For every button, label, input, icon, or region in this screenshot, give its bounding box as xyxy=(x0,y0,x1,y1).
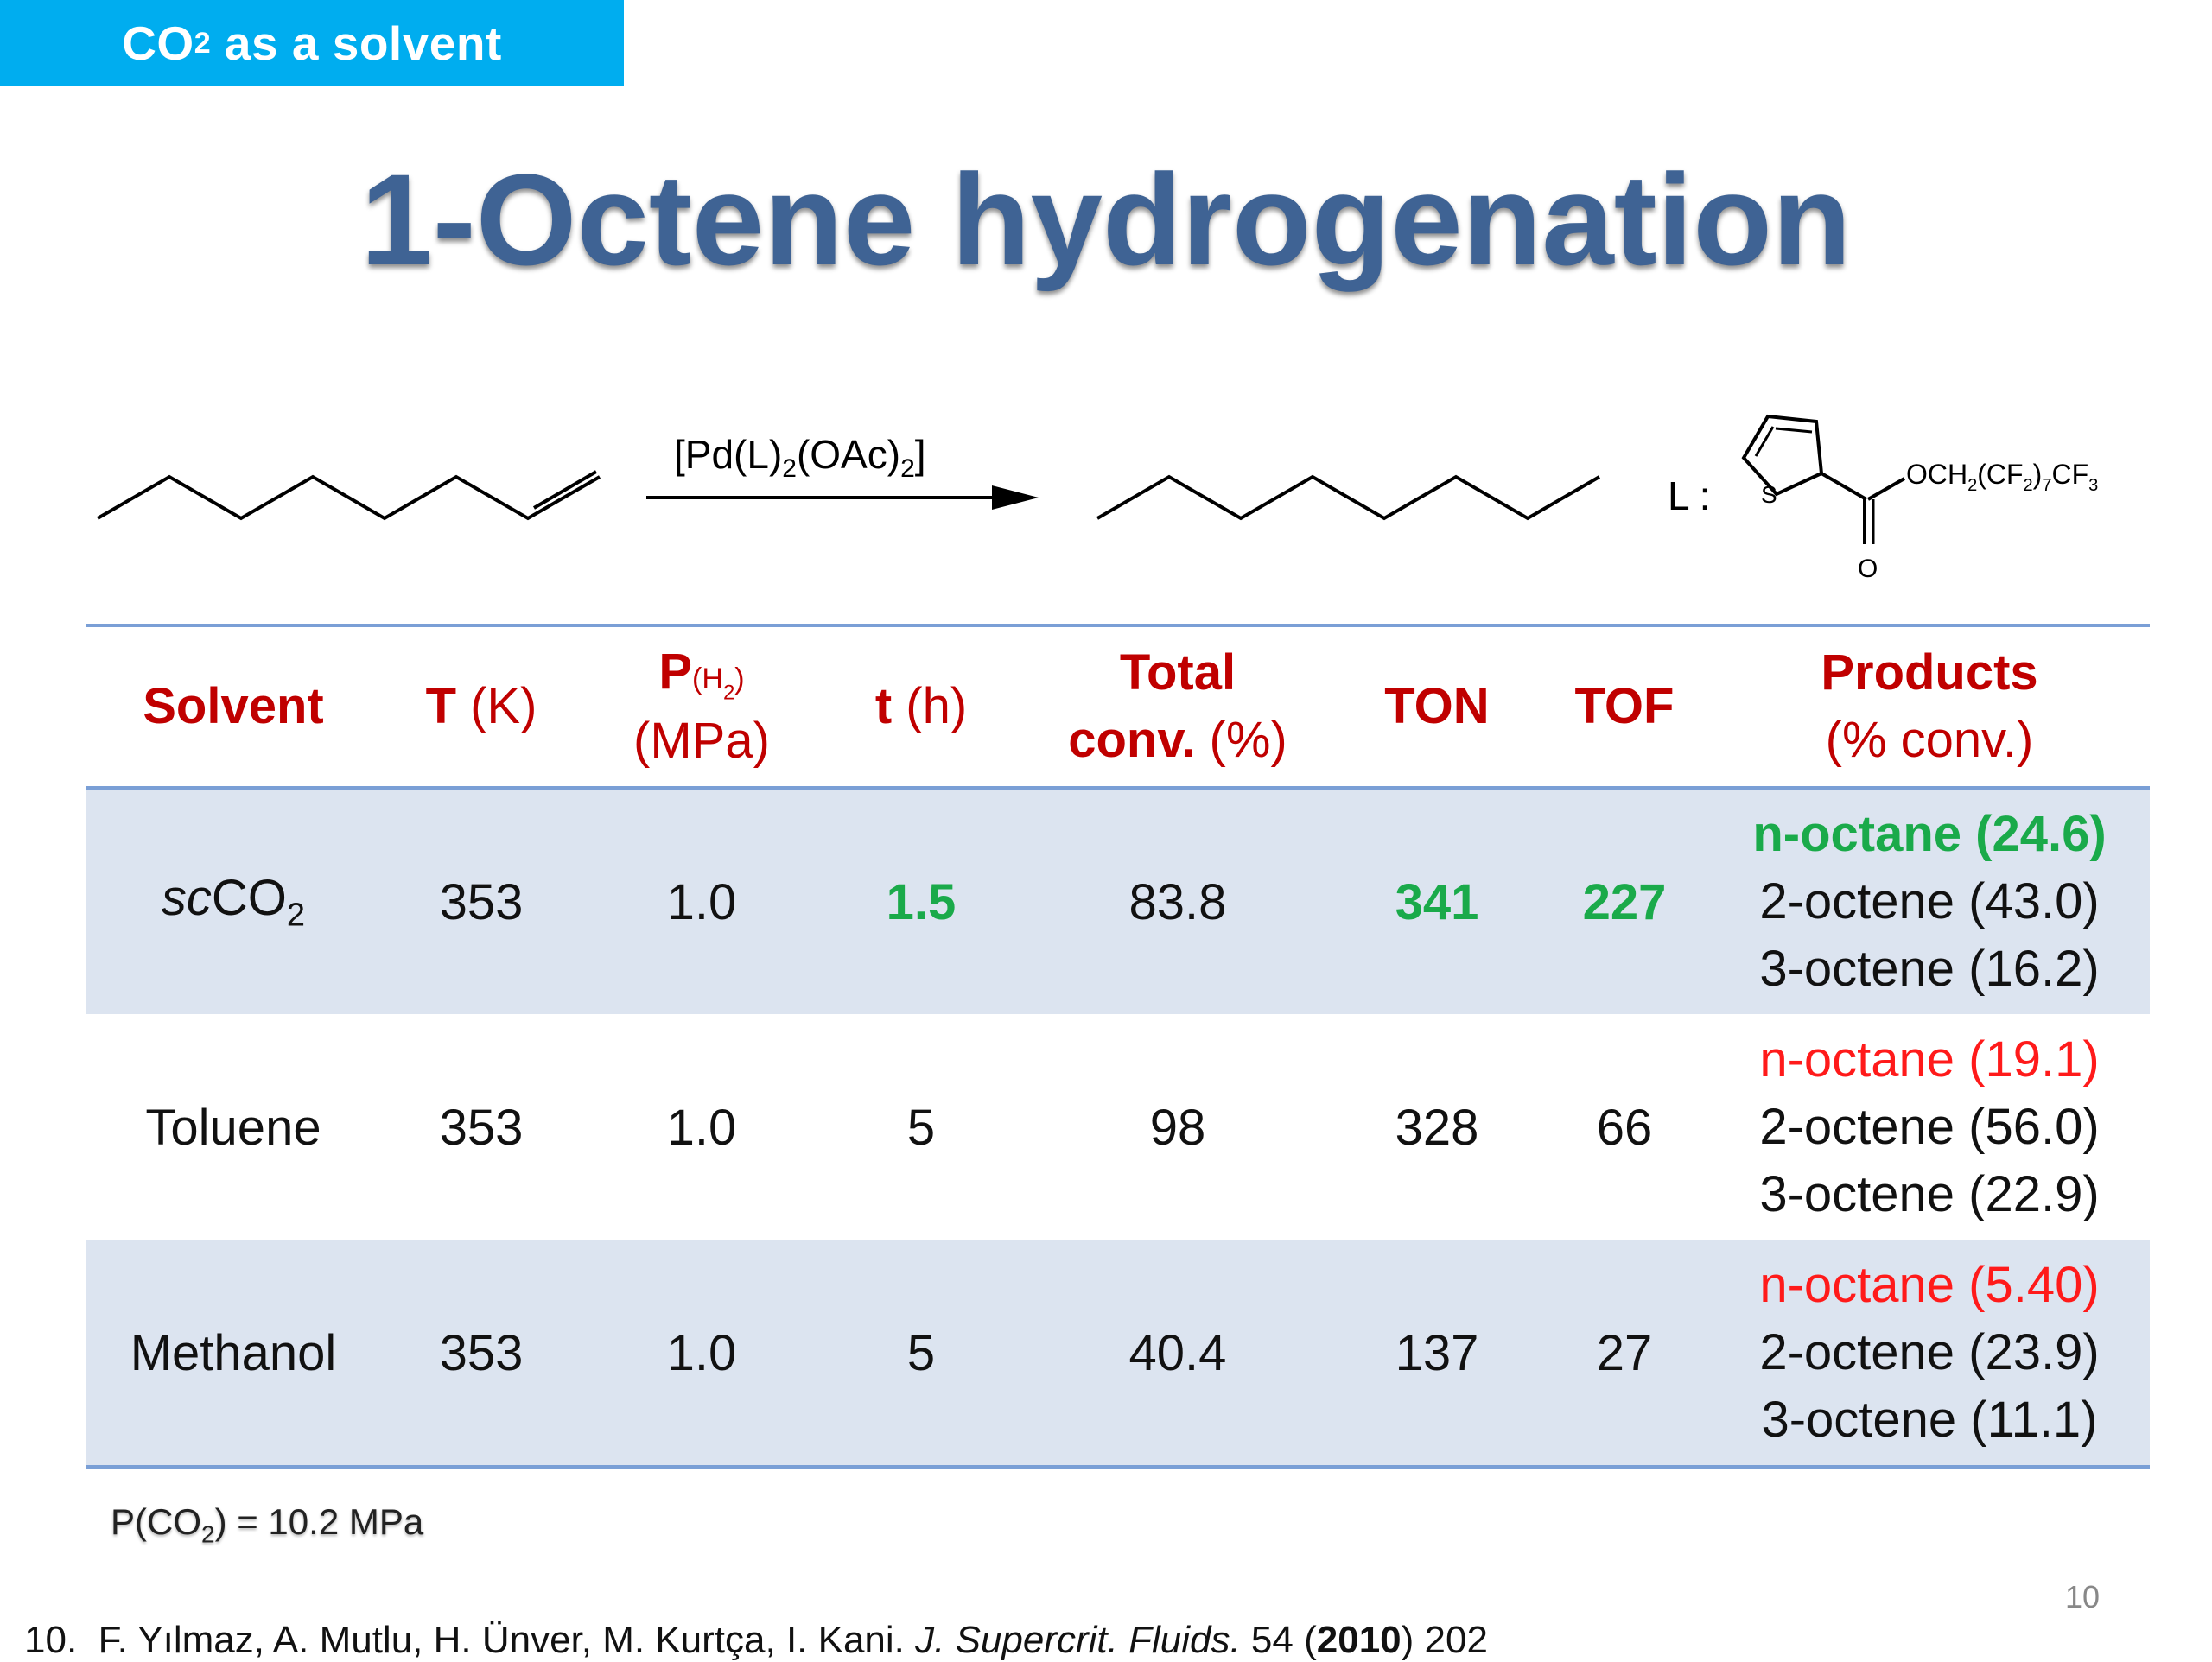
product-n-octane: n-octane (19.1) xyxy=(1759,1031,2100,1088)
cell-products: n-octane (24.6) 2-octene (43.0) 3-octene… xyxy=(1709,788,2150,1014)
octene-double-bond xyxy=(532,470,598,510)
thiophene-s-atom: S xyxy=(1761,481,1777,508)
octene-structure xyxy=(96,474,601,521)
cell-conversion: 98 xyxy=(1149,1099,1206,1156)
reagent-label: [Pd(L)2(OAc)2] xyxy=(674,432,926,483)
section-tag-sub: 2 xyxy=(194,26,212,60)
page-number: 10 xyxy=(2065,1579,2101,1614)
cell-pressure: 1.0 xyxy=(582,1240,821,1469)
cell-conversion: 40.4 xyxy=(1021,1240,1334,1469)
reaction-scheme: [Pd(L)2(OAc)2] L : S O OCH2(CF2)7CF3 xyxy=(96,414,2098,583)
cell-conversion: 83.8 xyxy=(1128,873,1227,930)
cell-solvent: Toluene xyxy=(145,1099,321,1156)
reaction-arrowhead xyxy=(992,485,1039,510)
cell-products: n-octane (5.40) 2-octene (23.9) 3-octene… xyxy=(1709,1240,2150,1469)
product-n-octane: n-octane (24.6) xyxy=(1752,806,2107,862)
cell-ton: 137 xyxy=(1334,1240,1540,1469)
product-2-octene: 2-octene (43.0) xyxy=(1759,873,2100,929)
header-conversion: Total conv. (%) xyxy=(1021,624,1334,790)
product-2-octene: 2-octene (56.0) xyxy=(1759,1099,2100,1155)
thiophene-inner-bond-1 xyxy=(1754,426,1775,457)
section-tag-co: CO xyxy=(122,16,194,70)
table-header-row: Solvent T (K) P(H2) (MPa) t (h) Total conv… xyxy=(86,624,2150,790)
section-tag-rest: as a solvent xyxy=(211,16,502,70)
table-row: scCO2 353 1.0 1.5 83.8 341 227 n-octane … xyxy=(86,788,2150,1014)
cell-products: n-octane (19.1) 2-octene (56.0) 3-octene… xyxy=(1709,1014,2150,1240)
ligand-bond-1 xyxy=(1821,472,1867,501)
results-table: Solvent T (K) P(H2) (MPa) t (h) Total conv… xyxy=(86,624,2150,1469)
header-tof: TOF xyxy=(1540,624,1709,790)
header-ton: TON xyxy=(1334,624,1540,790)
octane-structure xyxy=(1096,474,1601,521)
ligand-label: L : xyxy=(1668,473,1710,518)
ligand-substituent: OCH2(CF2)7CF3 xyxy=(1906,459,2098,495)
header-pressure: P(H2) (MPa) xyxy=(582,624,821,790)
cell-ton: 341 xyxy=(1395,873,1479,930)
thiophene-structure xyxy=(1741,414,1824,497)
cell-solvent: scCO2 xyxy=(161,870,306,934)
product-3-octene: 3-octene (11.1) xyxy=(1761,1392,2098,1448)
product-3-octene: 3-octene (16.2) xyxy=(1759,941,2100,997)
pressure-note: P(CO2) = 10.2 MPa xyxy=(111,1501,424,1548)
cell-temp: 353 xyxy=(380,1240,582,1469)
header-temp: T (K) xyxy=(380,624,582,790)
header-solvent: Solvent xyxy=(86,624,380,790)
cell-tof: 227 xyxy=(1582,873,1667,930)
cell-pressure: 1.0 xyxy=(666,873,737,930)
cell-ton: 328 xyxy=(1395,1099,1479,1156)
header-products: Products (% conv.) xyxy=(1709,624,2150,790)
product-n-octane: n-octane (5.40) xyxy=(1759,1257,2100,1313)
table-row: Methanol 353 1.0 5 40.4 137 27 n-octane … xyxy=(86,1240,2150,1469)
cell-pressure: 1.0 xyxy=(666,1099,737,1156)
cell-time: 5 xyxy=(821,1240,1021,1469)
table-row: Toluene 353 1.0 5 98 328 66 n-octane (19… xyxy=(86,1014,2150,1240)
cell-solvent: Methanol xyxy=(86,1240,380,1469)
thiophene-inner-bond-2 xyxy=(1775,427,1813,434)
product-2-octene: 2-octene (23.9) xyxy=(1759,1324,2100,1380)
section-tag: CO 2 as a solvent xyxy=(0,0,624,86)
cell-time: 5 xyxy=(906,1099,936,1156)
reference-citation: 10. F. Yılmaz, A. Mutlu, H. Ünver, M. Ku… xyxy=(24,1619,1488,1661)
cell-time: 1.5 xyxy=(886,873,957,930)
ligand-bond-2 xyxy=(1867,477,1905,501)
cell-tof: 27 xyxy=(1540,1240,1709,1469)
page-title: 1-Octene hydrogenation xyxy=(360,147,1852,292)
cell-temp: 353 xyxy=(439,1099,524,1156)
header-time: t (h) xyxy=(821,624,1021,790)
cell-temp: 353 xyxy=(439,873,524,930)
carbonyl-o-atom: O xyxy=(1858,555,1878,583)
cell-tof: 66 xyxy=(1596,1099,1653,1156)
product-3-octene: 3-octene (22.9) xyxy=(1759,1166,2100,1222)
